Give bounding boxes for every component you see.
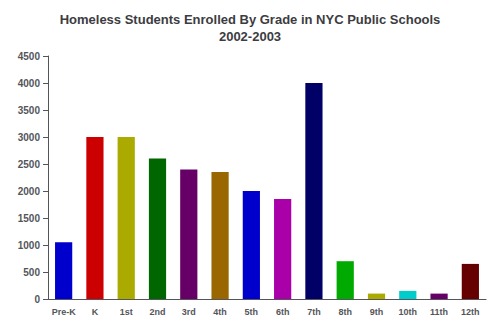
svg-text:1st: 1st	[120, 307, 133, 317]
svg-text:Homeless Students Enrolled By: Homeless Students Enrolled By Grade in N…	[60, 12, 441, 27]
svg-text:1000: 1000	[18, 240, 41, 251]
svg-text:2002-2003: 2002-2003	[219, 29, 281, 44]
svg-text:2nd: 2nd	[149, 307, 165, 317]
svg-text:7th: 7th	[307, 307, 321, 317]
svg-text:8th: 8th	[338, 307, 352, 317]
svg-text:0: 0	[34, 294, 40, 305]
svg-text:4th: 4th	[213, 307, 227, 317]
svg-text:500: 500	[23, 267, 40, 278]
svg-text:K: K	[92, 307, 99, 317]
svg-text:10th: 10th	[399, 307, 418, 317]
svg-text:2500: 2500	[18, 159, 41, 170]
svg-text:11th: 11th	[430, 307, 448, 317]
svg-text:3000: 3000	[18, 132, 41, 143]
svg-text:9th: 9th	[370, 307, 384, 317]
svg-text:6th: 6th	[276, 307, 290, 317]
svg-text:3500: 3500	[18, 105, 41, 116]
svg-text:12th: 12th	[461, 307, 480, 317]
svg-text:1500: 1500	[18, 213, 41, 224]
svg-text:Pre-K: Pre-K	[52, 307, 77, 317]
svg-text:3rd: 3rd	[182, 307, 196, 317]
svg-text:5th: 5th	[245, 307, 259, 317]
svg-text:4500: 4500	[18, 51, 41, 62]
svg-text:4000: 4000	[18, 78, 41, 89]
svg-text:2000: 2000	[18, 186, 41, 197]
